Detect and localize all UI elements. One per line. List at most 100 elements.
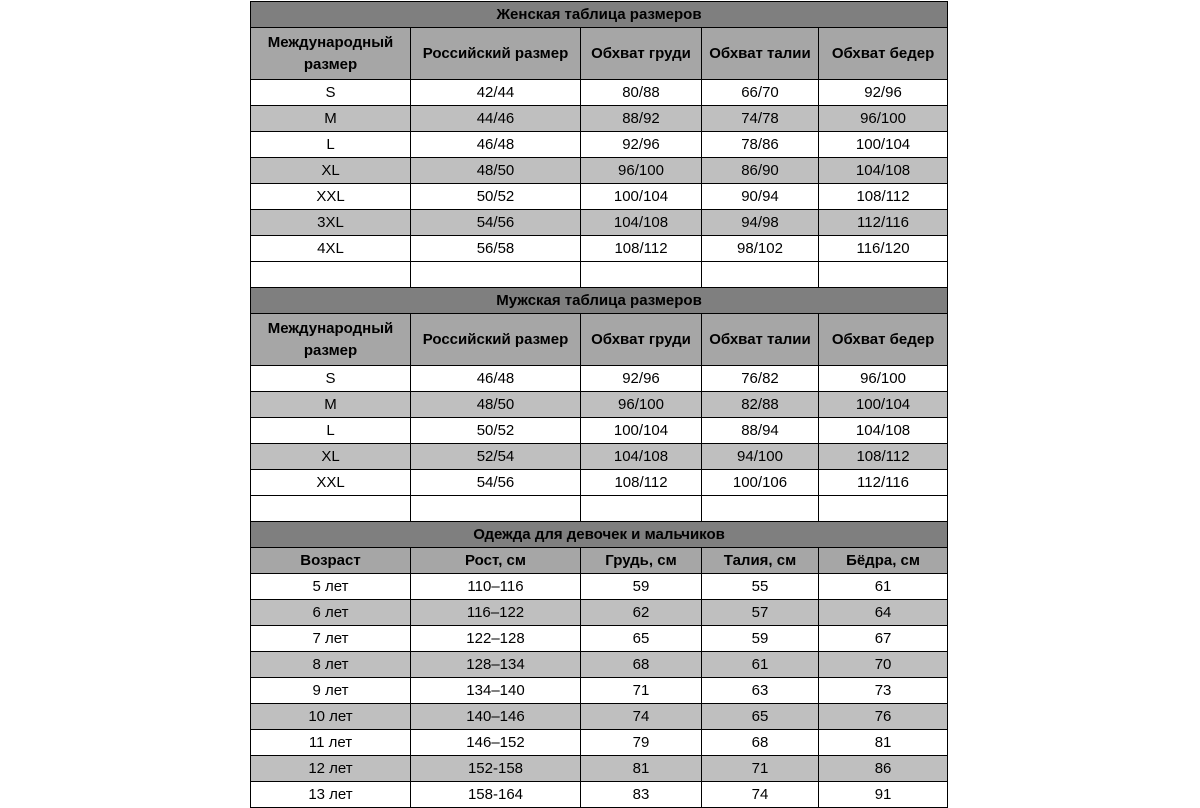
table-cell: 86/90: [701, 157, 819, 184]
kids-size-table-header-row: Возраст Рост, см Грудь, см Талия, см Бёдра, …: [250, 547, 949, 574]
table-row: XXL 50/52 100/104 90/94 108/112: [250, 183, 949, 210]
table-cell: 92/96: [580, 131, 702, 158]
column-header: Международный размер: [250, 313, 411, 366]
table-cell: 112/116: [817, 209, 949, 236]
table-row: XL 52/54 104/108 94/100 108/112: [250, 443, 949, 470]
table-cell: 112/116: [817, 469, 949, 496]
table-row: 8 лет 128–134 68 61 70: [250, 651, 949, 678]
table-cell: 4XL: [250, 235, 411, 262]
table-cell: XXL: [250, 469, 411, 496]
size-chart-body: Женская таблица размеров Международный ра…: [249, 1, 949, 808]
empty-cell: [580, 261, 702, 288]
table-cell: 100/104: [580, 183, 702, 210]
table-row: XL 48/50 96/100 86/90 104/108: [250, 157, 949, 184]
table-cell: 140–146: [410, 703, 581, 730]
table-cell: 46/48: [410, 365, 581, 392]
table-cell: 96/100: [817, 365, 949, 392]
table-cell: 100/106: [701, 469, 819, 496]
table-cell: 96/100: [580, 391, 702, 418]
table-row: 7 лет 122–128 65 59 67: [250, 625, 949, 652]
table-cell: 104/108: [817, 417, 949, 444]
table-cell: 71: [701, 755, 819, 782]
column-header: Обхват бедер: [817, 313, 949, 366]
table-cell: 48/50: [410, 391, 581, 418]
table-cell: 56/58: [410, 235, 581, 262]
table-row: 5 лет 110–116 59 55 61: [250, 573, 949, 600]
column-header: Российский размер: [410, 27, 581, 80]
table-cell: 71: [580, 677, 702, 704]
table-cell: 80/88: [580, 79, 702, 106]
column-header: Обхват талии: [701, 27, 819, 80]
table-cell: S: [250, 79, 411, 106]
table-cell: 108/112: [580, 469, 702, 496]
table-cell: 6 лет: [250, 599, 411, 626]
column-header: Возраст: [250, 547, 411, 574]
table-cell: 81: [817, 729, 949, 756]
table-cell: 96/100: [580, 157, 702, 184]
size-chart-sheet: Женская таблица размеров Международный ра…: [249, 1, 949, 808]
table-cell: 63: [701, 677, 819, 704]
table-cell: 104/108: [580, 209, 702, 236]
table-cell: 91: [817, 781, 949, 808]
empty-cell: [701, 261, 819, 288]
table-cell: 44/46: [410, 105, 581, 132]
table-cell: 81: [580, 755, 702, 782]
table-cell: 116–122: [410, 599, 581, 626]
table-cell: 96/100: [817, 105, 949, 132]
empty-cell: [817, 495, 949, 522]
table-cell: 55: [701, 573, 819, 600]
women-size-table-title-row: Женская таблица размеров: [249, 1, 949, 28]
table-cell: 74: [701, 781, 819, 808]
table-cell: 11 лет: [250, 729, 411, 756]
table-cell: 82/88: [701, 391, 819, 418]
table-cell: 42/44: [410, 79, 581, 106]
table-cell: 83: [580, 781, 702, 808]
table-cell: 134–140: [410, 677, 581, 704]
table-cell: 79: [580, 729, 702, 756]
table-cell: 110–116: [410, 573, 581, 600]
table-cell: 94/98: [701, 209, 819, 236]
table-cell: 146–152: [410, 729, 581, 756]
table-cell: 46/48: [410, 131, 581, 158]
table-row: M 48/50 96/100 82/88 100/104: [250, 391, 949, 418]
spacer-row: [250, 495, 949, 522]
table-cell: 100/104: [580, 417, 702, 444]
column-header: Обхват груди: [580, 313, 702, 366]
table-cell: 52/54: [410, 443, 581, 470]
table-row: L 50/52 100/104 88/94 104/108: [250, 417, 949, 444]
table-cell: 78/86: [701, 131, 819, 158]
table-cell: 73: [817, 677, 949, 704]
table-cell: 122–128: [410, 625, 581, 652]
table-cell: 108/112: [817, 443, 949, 470]
table-cell: 86: [817, 755, 949, 782]
men-size-table-header-row: Международный размер Российский размер Обх…: [250, 313, 949, 366]
table-cell: 68: [701, 729, 819, 756]
table-cell: 92/96: [580, 365, 702, 392]
table-cell: 94/100: [701, 443, 819, 470]
column-header: Рост, см: [410, 547, 581, 574]
empty-cell: [817, 261, 949, 288]
table-cell: 61: [817, 573, 949, 600]
table-cell: 152-158: [410, 755, 581, 782]
men-size-table-title-row: Мужская таблица размеров: [249, 287, 949, 314]
women-size-table-header-row: Международный размер Российский размер Обх…: [250, 27, 949, 80]
table-cell: 100/104: [817, 131, 949, 158]
table-row: M 44/46 88/92 74/78 96/100: [250, 105, 949, 132]
table-row: 4XL 56/58 108/112 98/102 116/120: [250, 235, 949, 262]
table-cell: 88/92: [580, 105, 702, 132]
table-row: L 46/48 92/96 78/86 100/104: [250, 131, 949, 158]
kids-size-table-title: Одежда для девочек и мальчиков: [249, 521, 949, 548]
column-header: Обхват бедер: [817, 27, 949, 80]
table-cell: S: [250, 365, 411, 392]
empty-cell: [701, 495, 819, 522]
table-cell: 74: [580, 703, 702, 730]
table-cell: 90/94: [701, 183, 819, 210]
empty-cell: [250, 261, 411, 288]
table-cell: 59: [580, 573, 702, 600]
table-cell: 68: [580, 651, 702, 678]
table-cell: 50/52: [410, 183, 581, 210]
table-row: 3XL 54/56 104/108 94/98 112/116: [250, 209, 949, 236]
table-row: S 46/48 92/96 76/82 96/100: [250, 365, 949, 392]
women-size-table-title: Женская таблица размеров: [249, 1, 949, 28]
table-cell: 5 лет: [250, 573, 411, 600]
